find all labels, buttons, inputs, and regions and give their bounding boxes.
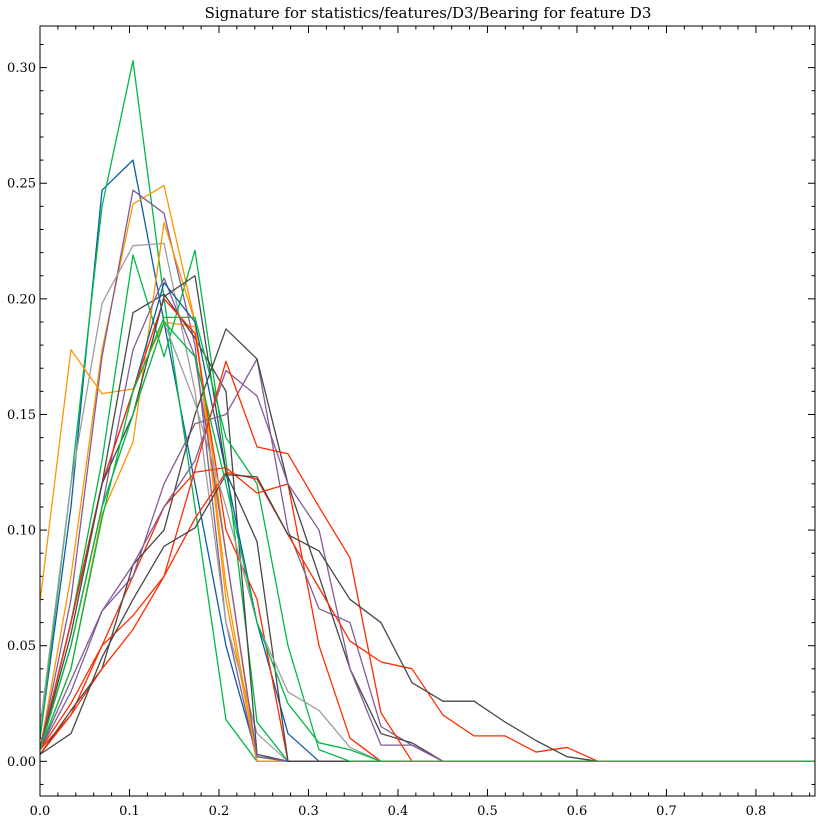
- tick-labels: 0.0 0.1 0.2 0.3 0.4 0.5 0.6 0.7 0.8 0.00 0.05 0.10 0…: [7, 61, 766, 819]
- y-tick-label: 0.00: [7, 755, 36, 770]
- series-line-23: [40, 321, 815, 762]
- x-tick-label: 0.4: [388, 804, 409, 819]
- x-tick-label: 0.3: [298, 804, 319, 819]
- y-tick-label: 0.05: [7, 639, 36, 654]
- series-line-3: [40, 184, 815, 762]
- series-line-20: [40, 471, 815, 762]
- x-tick-label: 0.7: [656, 804, 677, 819]
- series-line-21: [40, 473, 815, 762]
- series-line-13: [40, 275, 815, 762]
- series-line-17: [40, 328, 815, 762]
- y-tick-label: 0.10: [7, 524, 36, 539]
- y-tick-label: 0.15: [7, 408, 36, 423]
- series-line-9: [40, 221, 815, 762]
- x-tick-label: 0.8: [746, 804, 767, 819]
- plot-frame: [39, 25, 816, 797]
- series-line-1: [40, 159, 815, 762]
- x-tick-label: 0.2: [209, 804, 230, 819]
- series-line-10: [40, 277, 815, 762]
- y-tick-label: 0.25: [7, 177, 36, 192]
- series-line-6: [40, 321, 815, 762]
- x-tick-label: 0.0: [30, 804, 51, 819]
- series-line-22: [40, 321, 815, 762]
- x-tick-label: 0.5: [477, 804, 498, 819]
- axis-ticks: [39, 26, 815, 796]
- x-tick-label: 0.1: [119, 804, 140, 819]
- series-group: [40, 60, 815, 762]
- chart-title: Signature for statistics/features/D3/Bea…: [205, 4, 652, 22]
- series-line-15: [40, 466, 815, 762]
- y-tick-label: 0.30: [7, 61, 36, 76]
- series-line-2: [40, 60, 815, 762]
- series-line-18: [40, 369, 815, 762]
- y-tick-label: 0.20: [7, 292, 36, 307]
- series-line-19: [40, 360, 815, 762]
- x-tick-label: 0.6: [567, 804, 588, 819]
